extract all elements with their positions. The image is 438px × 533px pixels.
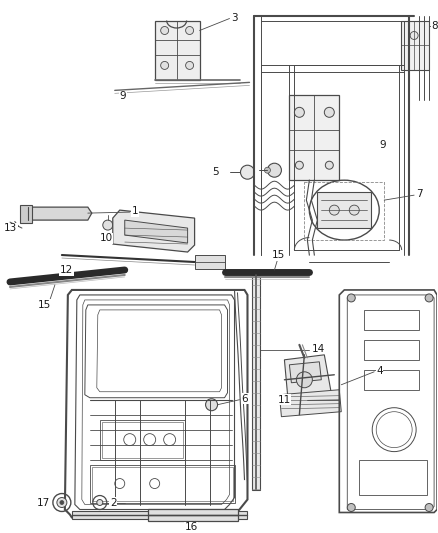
- Circle shape: [347, 504, 355, 512]
- Polygon shape: [24, 207, 92, 220]
- Text: 10: 10: [100, 233, 113, 243]
- Bar: [155, 20, 200, 80]
- Circle shape: [294, 107, 304, 117]
- Circle shape: [186, 61, 194, 69]
- Text: 11: 11: [277, 395, 291, 405]
- Bar: [92, 466, 233, 500]
- Bar: [364, 340, 419, 360]
- Text: 2: 2: [110, 497, 117, 507]
- Bar: [401, 20, 429, 70]
- Text: 9: 9: [379, 140, 386, 150]
- Text: 7: 7: [416, 189, 423, 199]
- Text: 14: 14: [311, 344, 325, 354]
- Circle shape: [205, 399, 218, 411]
- Text: 12: 12: [60, 265, 73, 275]
- Text: 1: 1: [132, 206, 138, 216]
- Circle shape: [324, 107, 334, 117]
- Circle shape: [265, 167, 270, 173]
- Circle shape: [268, 163, 281, 177]
- Circle shape: [425, 504, 433, 512]
- Bar: [20, 205, 32, 223]
- Text: 5: 5: [212, 167, 219, 177]
- Circle shape: [329, 205, 339, 215]
- Polygon shape: [318, 192, 371, 228]
- Circle shape: [103, 220, 113, 230]
- Text: 17: 17: [37, 497, 50, 507]
- Bar: [148, 510, 237, 521]
- Polygon shape: [279, 390, 341, 417]
- Bar: [194, 255, 225, 269]
- Text: 15: 15: [38, 300, 51, 310]
- Circle shape: [57, 497, 67, 507]
- Text: 16: 16: [184, 522, 198, 532]
- Text: 13: 13: [4, 223, 17, 233]
- Polygon shape: [290, 362, 321, 383]
- Polygon shape: [284, 355, 334, 415]
- Circle shape: [161, 61, 169, 69]
- Circle shape: [410, 31, 418, 39]
- Bar: [252, 275, 261, 489]
- Text: 6: 6: [241, 394, 248, 403]
- Text: 15: 15: [272, 250, 285, 260]
- Circle shape: [240, 165, 254, 179]
- Bar: [359, 459, 427, 495]
- Text: 3: 3: [232, 12, 238, 22]
- Circle shape: [347, 294, 355, 302]
- Circle shape: [161, 27, 169, 35]
- Circle shape: [325, 161, 333, 169]
- Text: 8: 8: [431, 20, 438, 30]
- Bar: [72, 512, 247, 520]
- Bar: [90, 465, 234, 503]
- Text: 9: 9: [120, 91, 127, 101]
- Polygon shape: [113, 210, 194, 252]
- Polygon shape: [290, 95, 339, 180]
- Bar: [364, 370, 419, 390]
- Circle shape: [60, 500, 64, 505]
- Circle shape: [425, 294, 433, 302]
- Polygon shape: [125, 220, 187, 243]
- Bar: [102, 422, 183, 458]
- Bar: [100, 419, 184, 459]
- Text: 4: 4: [376, 366, 383, 376]
- Bar: [364, 310, 419, 330]
- Circle shape: [295, 161, 304, 169]
- Circle shape: [186, 27, 194, 35]
- Circle shape: [97, 499, 103, 505]
- Circle shape: [349, 205, 359, 215]
- Circle shape: [297, 372, 312, 387]
- Bar: [304, 182, 384, 240]
